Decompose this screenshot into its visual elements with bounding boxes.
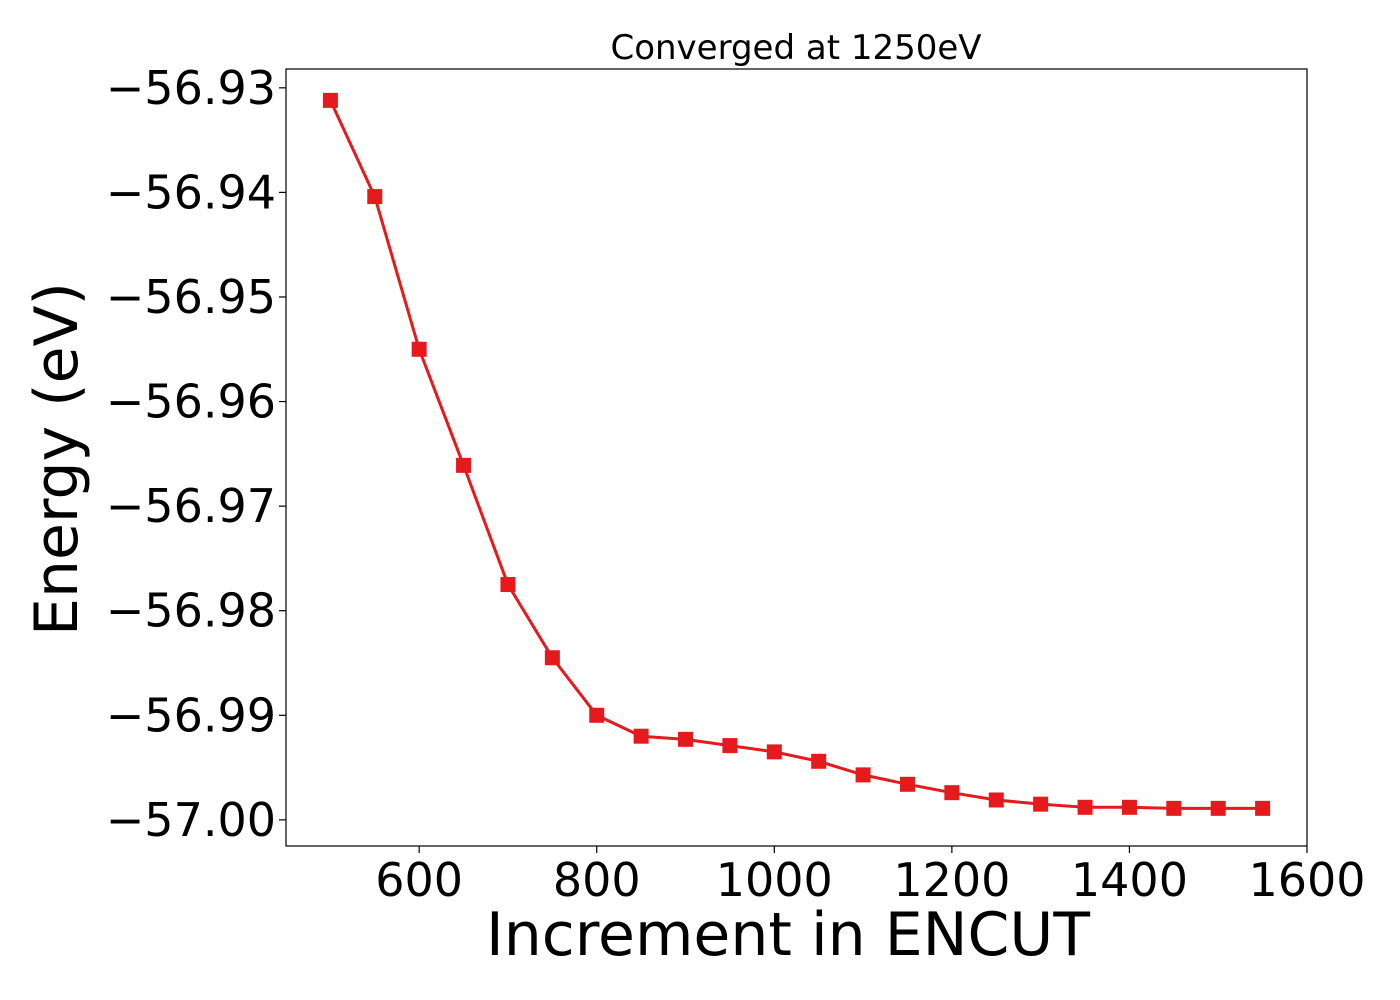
y-axis-label: Energy (eV) [22, 282, 92, 636]
x-tick-label: 1200 [893, 853, 1010, 907]
data-point-marker [988, 792, 1004, 808]
series-line [329, 99, 1263, 810]
y-tick-label: −56.96 [106, 375, 276, 429]
data-point-marker [589, 707, 605, 723]
data-point-marker [500, 577, 516, 593]
y-tick-label: −57.00 [106, 793, 276, 847]
data-point-marker [899, 776, 915, 792]
data-point-marker [1210, 800, 1226, 816]
y-tick-label: −56.99 [106, 688, 276, 742]
y-tick-label: −56.95 [106, 270, 276, 324]
data-point-marker [633, 728, 649, 744]
data-point-marker [722, 738, 738, 754]
data-point-marker [811, 753, 827, 769]
y-tick-label: −56.98 [106, 584, 276, 638]
data-point-marker [766, 744, 782, 760]
y-axis-ticks: −56.93 −56.94 −56.95 −56.96 −56.97 −56.98 −56.… [106, 61, 286, 847]
chart-title: Converged at 1250eV [610, 28, 981, 68]
x-axis-ticks: 600 800 1000 1200 1400 1600 [375, 846, 1366, 907]
x-axis-label: Increment in ENCUT [486, 900, 1090, 970]
data-point-marker [1033, 796, 1049, 812]
data-point-marker [456, 457, 472, 473]
plot-frame [285, 68, 1308, 847]
x-tick-label: 1600 [1248, 853, 1365, 907]
x-tick-label: 1000 [716, 853, 833, 907]
x-tick-label: 1400 [1071, 853, 1188, 907]
plot-area [285, 68, 1308, 847]
x-tick-label: 600 [375, 853, 463, 907]
data-point-marker [367, 189, 383, 205]
data-point-marker [855, 767, 871, 783]
x-tick-label: 800 [553, 853, 641, 907]
data-point-marker [322, 92, 338, 108]
data-point-marker [678, 731, 694, 747]
data-point-marker [1255, 800, 1271, 816]
y-tick-label: −56.94 [106, 165, 276, 219]
y-tick-label: −56.97 [106, 479, 276, 533]
data-point-marker [411, 341, 427, 357]
data-point-marker [1166, 800, 1182, 816]
data-point-marker [1077, 799, 1093, 815]
data-point-marker [944, 785, 960, 801]
y-tick-label: −56.93 [106, 61, 276, 115]
data-point-marker [1121, 799, 1137, 815]
data-point-marker [544, 650, 560, 666]
